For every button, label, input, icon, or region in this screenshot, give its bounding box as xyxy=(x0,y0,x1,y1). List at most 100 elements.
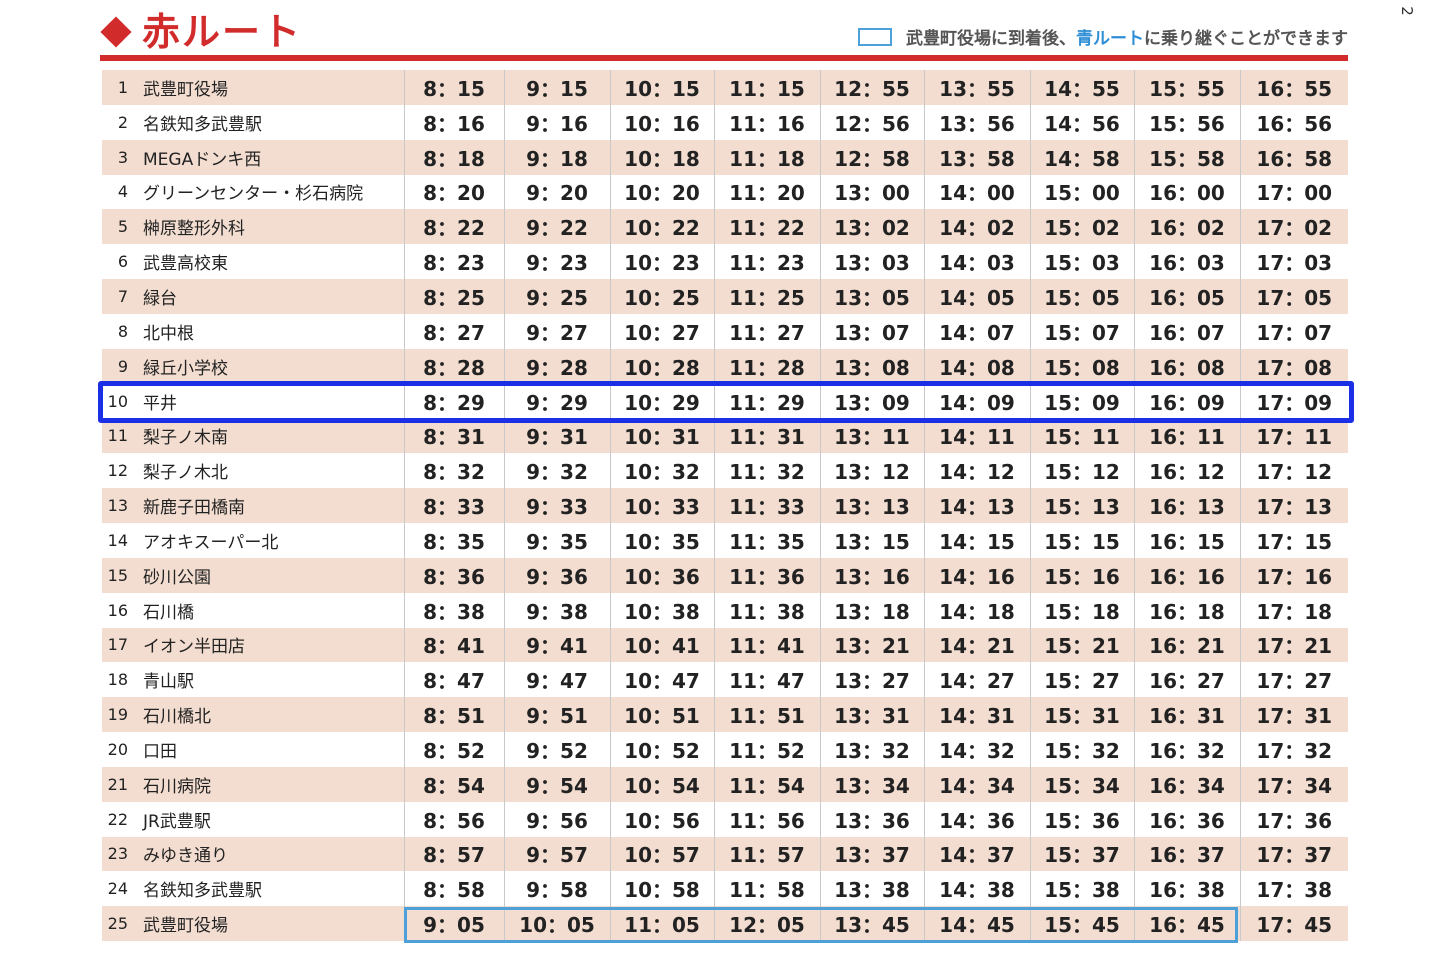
table-row: 7 緑台 8：25 9：25 10：25 11：25 13：05 14：05 15：05 16：0… xyxy=(102,279,1348,314)
table-row: 18 青山駅 8：47 9：47 10：47 11：47 13：27 14：27 15：27 16… xyxy=(102,662,1348,698)
departure-time: 17：31 xyxy=(1239,697,1348,733)
departure-time: 9：15 xyxy=(503,70,610,105)
stop-name: 名鉄知多武豊駅 xyxy=(132,871,404,907)
departure-time: 11：41 xyxy=(713,627,820,663)
departure-time: 13：55 xyxy=(923,70,1030,105)
departure-time: 16：56 xyxy=(1239,104,1348,140)
departure-time: 17：12 xyxy=(1239,453,1348,489)
departure-time: 15：45 xyxy=(1029,906,1134,942)
stop-name: 口田 xyxy=(132,732,404,767)
departure-time: 11：36 xyxy=(713,557,820,593)
departure-time: 17：09 xyxy=(1239,383,1348,419)
table-row: 20 口田 8：52 9：52 10：52 11：52 13：32 14：32 15：32 16：… xyxy=(102,732,1348,767)
table-row: 9 緑丘小学校 8：28 9：28 10：28 11：28 13：08 14：08 15：08 1… xyxy=(102,348,1348,384)
stop-name: 北中根 xyxy=(132,313,404,349)
table-row: 3 MEGAドンキ西 8：18 9：18 10：18 11：18 12：58 13：58 14：… xyxy=(102,139,1348,175)
departure-time: 16：55 xyxy=(1239,70,1348,105)
stop-name: 名鉄知多武豊駅 xyxy=(132,104,404,140)
departure-time: 14：02 xyxy=(923,209,1030,245)
stop-number: 14 xyxy=(102,522,132,558)
stop-number: 21 xyxy=(102,766,132,802)
departure-time: 14：11 xyxy=(923,418,1030,454)
departure-time: 13：16 xyxy=(819,557,924,593)
departure-time: 11：18 xyxy=(713,139,820,175)
departure-time: 11：35 xyxy=(713,522,820,558)
stop-name: 石川橋 xyxy=(132,592,404,628)
stop-number: 7 xyxy=(102,279,132,314)
departure-time: 17：07 xyxy=(1239,313,1348,349)
stop-name: 榊原整形外科 xyxy=(132,209,404,245)
stop-number: 23 xyxy=(102,836,132,872)
departure-time: 14：31 xyxy=(923,697,1030,733)
stop-name: アオキスーパー北 xyxy=(132,522,404,558)
departure-time: 11：15 xyxy=(713,70,820,105)
departure-time: 16：37 xyxy=(1133,836,1240,872)
departure-time: 11：47 xyxy=(713,662,820,698)
stop-number: 17 xyxy=(102,627,132,663)
departure-time: 9：27 xyxy=(503,313,610,349)
stop-name: グリーンセンター・杉石病院 xyxy=(132,174,404,210)
departure-time: 10：33 xyxy=(609,488,714,523)
departure-time: 10：16 xyxy=(609,104,714,140)
departure-time: 16：32 xyxy=(1133,732,1240,767)
departure-time: 10：23 xyxy=(609,244,714,280)
stop-number: 20 xyxy=(102,732,132,767)
departure-time: 15：18 xyxy=(1029,592,1134,628)
departure-time: 12：56 xyxy=(819,104,924,140)
departure-time: 8：58 xyxy=(403,871,504,907)
departure-time: 10：20 xyxy=(609,174,714,210)
departure-time: 10：29 xyxy=(609,383,714,419)
departure-time: 14：18 xyxy=(923,592,1030,628)
departure-time: 13：38 xyxy=(819,871,924,907)
stop-number: 11 xyxy=(102,418,132,454)
departure-time: 15：15 xyxy=(1029,522,1134,558)
departure-time: 8：27 xyxy=(403,313,504,349)
table-row: 25 武豊町役場 9：05 10：05 11：05 12：05 13：45 14：45 15：4… xyxy=(102,906,1348,942)
legend-box-icon xyxy=(858,27,892,46)
table-row: 11 梨子ノ木南 8：31 9：31 10：31 11：31 13：11 14：11 15：11… xyxy=(102,418,1348,454)
departure-time: 17：08 xyxy=(1239,348,1348,384)
departure-time: 17：18 xyxy=(1239,592,1348,628)
stop-number: 19 xyxy=(102,697,132,733)
departure-time: 16：15 xyxy=(1133,522,1240,558)
departure-time: 9：33 xyxy=(503,488,610,523)
departure-time: 17：45 xyxy=(1239,906,1348,942)
departure-time: 11：20 xyxy=(713,174,820,210)
departure-time: 9：58 xyxy=(503,871,610,907)
table-row: 8 北中根 8：27 9：27 10：27 11：27 13：07 14：07 15：07 16：… xyxy=(102,313,1348,349)
departure-time: 8：36 xyxy=(403,557,504,593)
stop-name: 緑台 xyxy=(132,279,404,314)
stop-number: 16 xyxy=(102,592,132,628)
departure-time: 13：56 xyxy=(923,104,1030,140)
stop-number: 25 xyxy=(102,906,132,942)
departure-time: 13：32 xyxy=(819,732,924,767)
stop-number: 3 xyxy=(102,139,132,175)
table-row: 21 石川病院 8：54 9：54 10：54 11：54 13：34 14：34 15：34 1… xyxy=(102,766,1348,802)
departure-time: 13：27 xyxy=(819,662,924,698)
departure-time: 16：36 xyxy=(1133,801,1240,837)
stop-name: 武豊高校東 xyxy=(132,244,404,280)
departure-time: 11：27 xyxy=(713,313,820,349)
departure-time: 11：52 xyxy=(713,732,820,767)
departure-time: 11：28 xyxy=(713,348,820,384)
departure-time: 17：38 xyxy=(1239,871,1348,907)
departure-time: 8：20 xyxy=(403,174,504,210)
departure-time: 15：16 xyxy=(1029,557,1134,593)
departure-time: 9：23 xyxy=(503,244,610,280)
stop-number: 1 xyxy=(102,70,132,105)
departure-time: 8：47 xyxy=(403,662,504,698)
departure-time: 16：27 xyxy=(1133,662,1240,698)
departure-time: 10：22 xyxy=(609,209,714,245)
departure-time: 10：58 xyxy=(609,871,714,907)
departure-time: 16：21 xyxy=(1133,627,1240,663)
timetable-body: 1 武豊町役場 8：15 9：15 10：15 11：15 12：55 13：55 14：55 1… xyxy=(102,70,1348,942)
departure-time: 13：58 xyxy=(923,139,1030,175)
departure-time: 14：13 xyxy=(923,488,1030,523)
page-number: 2 xyxy=(1398,6,1417,16)
departure-time: 16：00 xyxy=(1133,174,1240,210)
departure-time: 13：08 xyxy=(819,348,924,384)
departure-time: 9：25 xyxy=(503,279,610,314)
departure-time: 8：35 xyxy=(403,522,504,558)
departure-time: 17：03 xyxy=(1239,244,1348,280)
departure-time: 11：05 xyxy=(609,906,714,942)
